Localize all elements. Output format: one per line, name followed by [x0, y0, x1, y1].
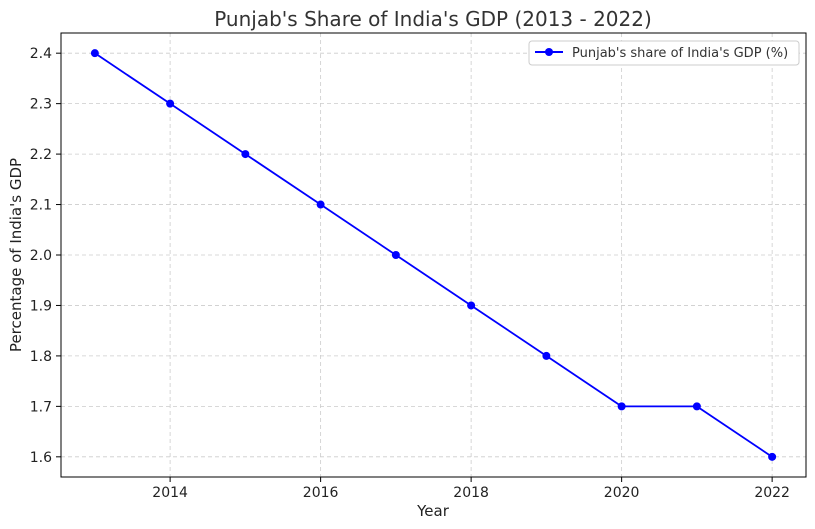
- x-tick-label: 2018: [453, 485, 489, 501]
- y-tick-label: 2.1: [30, 198, 52, 214]
- grid-lines: [61, 33, 806, 477]
- data-point: [542, 351, 551, 360]
- y-tick-label: 2.4: [30, 46, 52, 62]
- y-axis-label: Percentage of India's GDP: [7, 158, 25, 352]
- y-tick-label: 1.7: [30, 399, 52, 415]
- data-point: [166, 99, 175, 108]
- x-tick-label: 2014: [152, 485, 188, 501]
- data-point: [617, 402, 626, 411]
- y-tick-label: 1.8: [30, 349, 52, 365]
- chart-title: Punjab's Share of India's GDP (2013 - 20…: [214, 7, 652, 31]
- y-tick-label: 2.0: [30, 248, 52, 264]
- legend: Punjab's share of India's GDP (%): [528, 40, 800, 66]
- data-point: [241, 150, 250, 159]
- axis-ticks: 2014 2016 2018 2020 2022 1.6 1.7 1.8 1.9 2.0 2.1 2.…: [30, 46, 790, 501]
- legend-entry-label: Punjab's share of India's GDP (%): [572, 46, 788, 61]
- series-layer: [90, 49, 777, 461]
- y-tick-label: 1.9: [30, 298, 52, 314]
- data-point: [768, 452, 777, 461]
- legend-point-marker: [545, 48, 553, 56]
- x-tick-label: 2022: [754, 485, 790, 501]
- y-tick-label: 2.3: [30, 97, 52, 113]
- series-line: [94, 52, 773, 458]
- y-tick-label: 1.6: [30, 450, 52, 466]
- data-point: [90, 49, 99, 58]
- x-tick-label: 2020: [604, 485, 640, 501]
- data-point: [316, 200, 325, 209]
- x-tick-label: 2016: [303, 485, 339, 501]
- legend-box: [528, 40, 800, 66]
- x-axis-label: Year: [416, 502, 450, 520]
- data-point: [692, 402, 701, 411]
- data-point: [391, 251, 400, 259]
- data-point: [467, 301, 476, 310]
- y-tick-label: 2.2: [30, 147, 52, 163]
